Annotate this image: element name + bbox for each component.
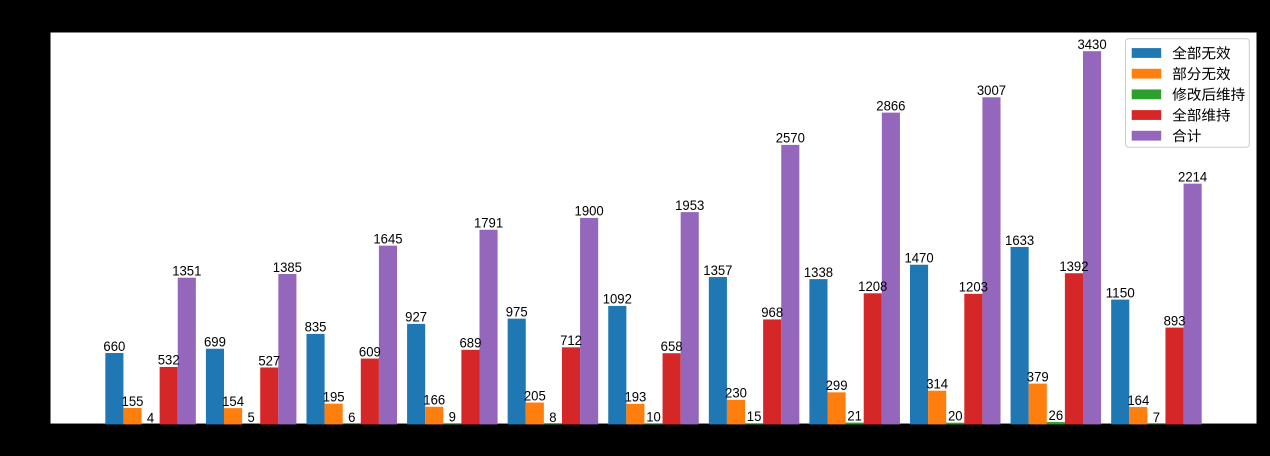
svg-text:379: 379 [1027, 368, 1049, 384]
svg-text:166: 166 [423, 392, 445, 408]
svg-text:155: 155 [122, 393, 144, 409]
svg-text:1150: 1150 [1106, 284, 1135, 300]
svg-text:15: 15 [747, 408, 762, 424]
svg-text:1953: 1953 [675, 197, 704, 213]
svg-text:4: 4 [147, 409, 154, 425]
svg-text:1645: 1645 [373, 230, 402, 246]
svg-text:2214: 2214 [1178, 168, 1207, 184]
svg-text:609: 609 [359, 343, 381, 359]
svg-text:195: 195 [323, 388, 345, 404]
svg-text:9: 9 [449, 409, 456, 425]
svg-text:3007: 3007 [977, 82, 1006, 98]
svg-text:8: 8 [549, 409, 556, 425]
svg-text:1203: 1203 [959, 279, 988, 295]
svg-text:660: 660 [103, 338, 125, 354]
svg-text:835: 835 [305, 319, 327, 335]
svg-text:927: 927 [405, 309, 427, 325]
svg-text:7: 7 [1153, 409, 1160, 425]
svg-text:1900: 1900 [575, 203, 604, 219]
svg-text:968: 968 [761, 304, 783, 320]
svg-text:975: 975 [506, 303, 528, 319]
svg-text:1338: 1338 [804, 264, 833, 280]
svg-text:10: 10 [646, 409, 661, 425]
svg-text:689: 689 [459, 335, 481, 351]
svg-text:1092: 1092 [603, 291, 632, 307]
svg-text:658: 658 [661, 338, 683, 354]
svg-text:1470: 1470 [904, 250, 933, 266]
svg-text:2866: 2866 [876, 97, 905, 113]
svg-text:527: 527 [258, 352, 280, 368]
svg-text:712: 712 [560, 332, 582, 348]
svg-text:1357: 1357 [703, 262, 732, 278]
svg-text:193: 193 [624, 389, 646, 405]
svg-text:1351: 1351 [172, 263, 201, 279]
svg-text:20: 20 [948, 408, 963, 424]
svg-text:1392: 1392 [1059, 258, 1088, 274]
svg-text:205: 205 [524, 387, 546, 403]
svg-text:1208: 1208 [858, 278, 887, 294]
svg-text:699: 699 [204, 334, 226, 350]
svg-text:154: 154 [222, 393, 244, 409]
svg-text:5: 5 [248, 409, 255, 425]
svg-text:26: 26 [1049, 407, 1064, 423]
svg-text:6: 6 [348, 409, 355, 425]
svg-text:3430: 3430 [1077, 36, 1106, 52]
svg-text:314: 314 [926, 375, 948, 391]
svg-text:893: 893 [1164, 312, 1186, 328]
svg-text:299: 299 [826, 377, 848, 393]
svg-text:1385: 1385 [273, 259, 302, 275]
svg-text:2570: 2570 [776, 130, 805, 146]
svg-text:21: 21 [847, 407, 862, 423]
svg-text:532: 532 [158, 352, 180, 368]
svg-text:230: 230 [725, 385, 747, 401]
svg-text:164: 164 [1127, 392, 1149, 408]
svg-text:1791: 1791 [474, 215, 503, 231]
svg-text:1633: 1633 [1005, 232, 1034, 248]
